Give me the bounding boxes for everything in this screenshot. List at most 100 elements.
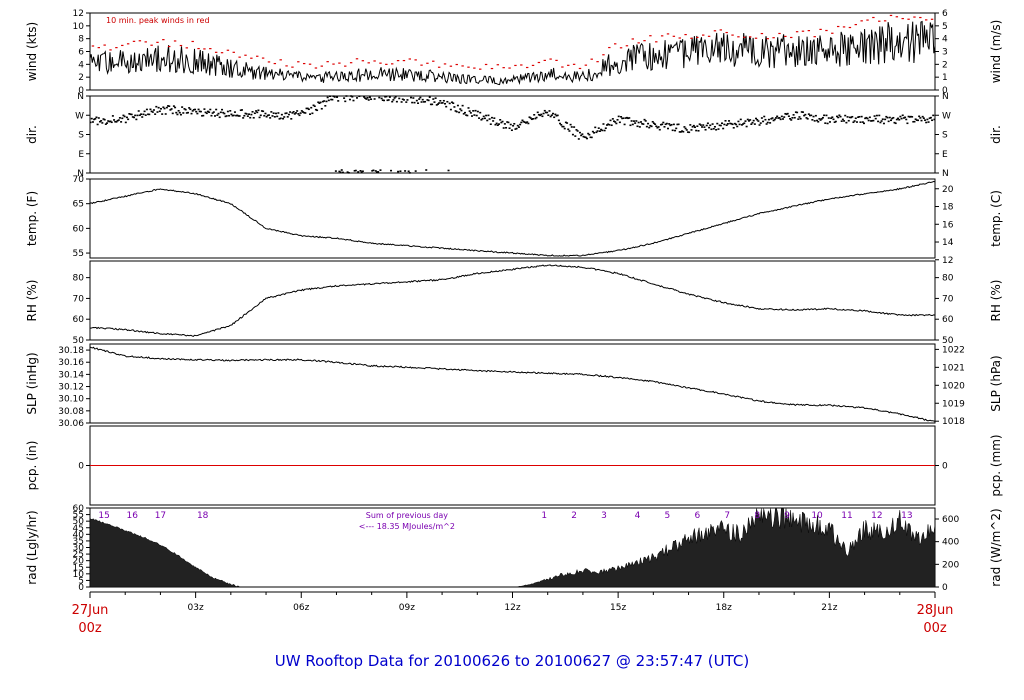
- rad-note-line: <--- 18.35 MJoules/m^2: [359, 522, 455, 531]
- rad-ytick-right-label: 200: [942, 560, 959, 570]
- rad-ytick-label: 55: [73, 511, 84, 521]
- rad-area: [89, 508, 936, 588]
- rh-ylabel-right: RH (%): [989, 280, 1003, 322]
- wind-ytick-right-label: 4: [942, 35, 948, 45]
- wind-annotation: 10 min. peak winds in red: [106, 16, 210, 25]
- rad-note-line: Sum of previous day: [366, 511, 448, 520]
- wind-ytick-right-label: 3: [942, 48, 948, 58]
- rad-ytick-label: 45: [73, 524, 84, 534]
- wind-ylabel-right: wind (m/s): [989, 20, 1003, 84]
- rh-ytick-right-label: 80: [942, 274, 954, 284]
- slp-ytick-right-label: 1022: [942, 345, 965, 355]
- temp-frame: [89, 178, 936, 259]
- rad-ytick-label: 60: [73, 504, 85, 514]
- rad-hour-label: 2: [571, 511, 577, 521]
- rad-hour-label: 16: [127, 511, 139, 521]
- rad-ylabel: rad (Lgly/hr): [25, 510, 39, 584]
- wind-ytick-right-label: 2: [942, 60, 948, 70]
- rh-ytick-right-label: 50: [942, 336, 954, 346]
- dir-ytick-label-right: E: [942, 150, 948, 160]
- wind-ytick-label: 6: [78, 48, 84, 58]
- temp-ytick-right-label: 14: [942, 238, 954, 248]
- rh-ylabel: RH (%): [25, 280, 39, 322]
- slp-ytick-label: 30.18: [58, 346, 84, 356]
- rh-ytick-label: 70: [73, 294, 85, 304]
- rad-hour-label: 13: [901, 511, 912, 521]
- slp-ytick-right-label: 1020: [942, 381, 965, 391]
- rh-frame: [89, 260, 936, 341]
- slp-ytick-right-label: 1021: [942, 363, 965, 373]
- slp-ylabel-right: SLP (hPa): [989, 355, 1003, 411]
- rh-series-line: [90, 264, 936, 337]
- wind-ytick-right-label: 6: [942, 9, 948, 19]
- rad-ytick-right-label: 600: [942, 515, 959, 525]
- temp-ytick-right-label: 20: [942, 185, 954, 195]
- rh-ytick-label: 60: [73, 315, 85, 325]
- temp-ytick-label: 60: [73, 224, 85, 234]
- pcp-ytick-right-label: 0: [942, 462, 948, 472]
- rad-hour-label: 10: [811, 511, 823, 521]
- rad-ytick-label: 50: [73, 517, 85, 527]
- dir-ytick-label: N: [77, 169, 84, 179]
- x-tick-label: 03z: [188, 603, 204, 613]
- temp-series-line: [89, 180, 936, 257]
- slp-ytick-label: 30.12: [58, 383, 84, 393]
- temp-ytick-right-label: 12: [942, 256, 953, 266]
- slp-series-line: [89, 346, 936, 422]
- rad-hour-label: 5: [665, 511, 671, 521]
- wind-series-line: [89, 20, 936, 86]
- x-end-hour: 00z: [923, 621, 947, 636]
- wind-ytick-right-label: 5: [942, 22, 948, 32]
- rad-hour-label: 7: [724, 511, 730, 521]
- rad-ytick-label: 5: [78, 576, 84, 586]
- rad-ytick-label: 35: [73, 537, 84, 547]
- rh-ytick-right-label: 70: [942, 294, 954, 304]
- dir-frame: [89, 95, 936, 174]
- slp-frame: [89, 343, 936, 424]
- wind-ytick-label: 0: [78, 86, 84, 96]
- rad-hour-label: 6: [694, 511, 700, 521]
- rad-ylabel-right: rad (W/m^2): [989, 508, 1003, 586]
- dir-ytick-label: E: [78, 150, 84, 160]
- slp-ytick-label: 30.16: [58, 358, 84, 368]
- rad-ytick-label: 25: [73, 550, 84, 560]
- rad-ytick-label: 0: [78, 583, 84, 593]
- dir-ytick-label-right: N: [942, 169, 949, 179]
- x-end-date: 28Jun: [917, 603, 954, 618]
- dir-ylabel-right: dir.: [989, 125, 1003, 144]
- footer-title: UW Rooftop Data for 20100626 to 20100627…: [275, 652, 749, 670]
- rad-hour-label: 3: [601, 511, 607, 521]
- wind-ytick-label: 8: [78, 35, 84, 45]
- x-tick-label: 18z: [716, 603, 732, 613]
- temp-ytick-label: 65: [73, 200, 84, 210]
- dir-ytick-label: N: [77, 92, 84, 102]
- wind-ylabel: wind (kts): [25, 22, 39, 81]
- time-axis: 03z 06z 09z 12z 15z 18z 21z 27Jun 00z 28Jun 00z: [72, 591, 954, 636]
- rad-ytick-label: 20: [73, 557, 85, 567]
- x-start-date: 27Jun: [72, 603, 109, 618]
- pcp-ytick-label: 0: [78, 462, 84, 472]
- temp-ytick-right-label: 16: [942, 220, 954, 230]
- x-start-hour: 00z: [78, 621, 102, 636]
- rad-hour-label: 9: [784, 511, 790, 521]
- slp-ytick-right-label: 1018: [942, 417, 965, 427]
- rad-ytick-label: 15: [73, 563, 84, 573]
- wind-ytick-label: 2: [78, 73, 84, 83]
- rad-hour-label: 12: [871, 511, 882, 521]
- rh-ytick-label: 50: [73, 336, 85, 346]
- rad-ytick-label: 10: [73, 570, 85, 580]
- wind-ytick-right-label: 0: [942, 86, 948, 96]
- rh-ytick-label: 80: [73, 274, 85, 284]
- temp-panel: 55 60 65 70 12 14 16 18 20 temp. (F) temp. (C): [25, 175, 1003, 266]
- rad-ytick-label: 40: [73, 530, 85, 540]
- x-tick-label: 21z: [821, 603, 837, 613]
- dir-ytick-label: S: [78, 131, 84, 141]
- rh-ytick-right-label: 60: [942, 315, 954, 325]
- dir-ytick-label-right: S: [942, 131, 948, 141]
- dir-ylabel: dir.: [25, 125, 39, 144]
- rad-hour-label: 1: [541, 511, 547, 521]
